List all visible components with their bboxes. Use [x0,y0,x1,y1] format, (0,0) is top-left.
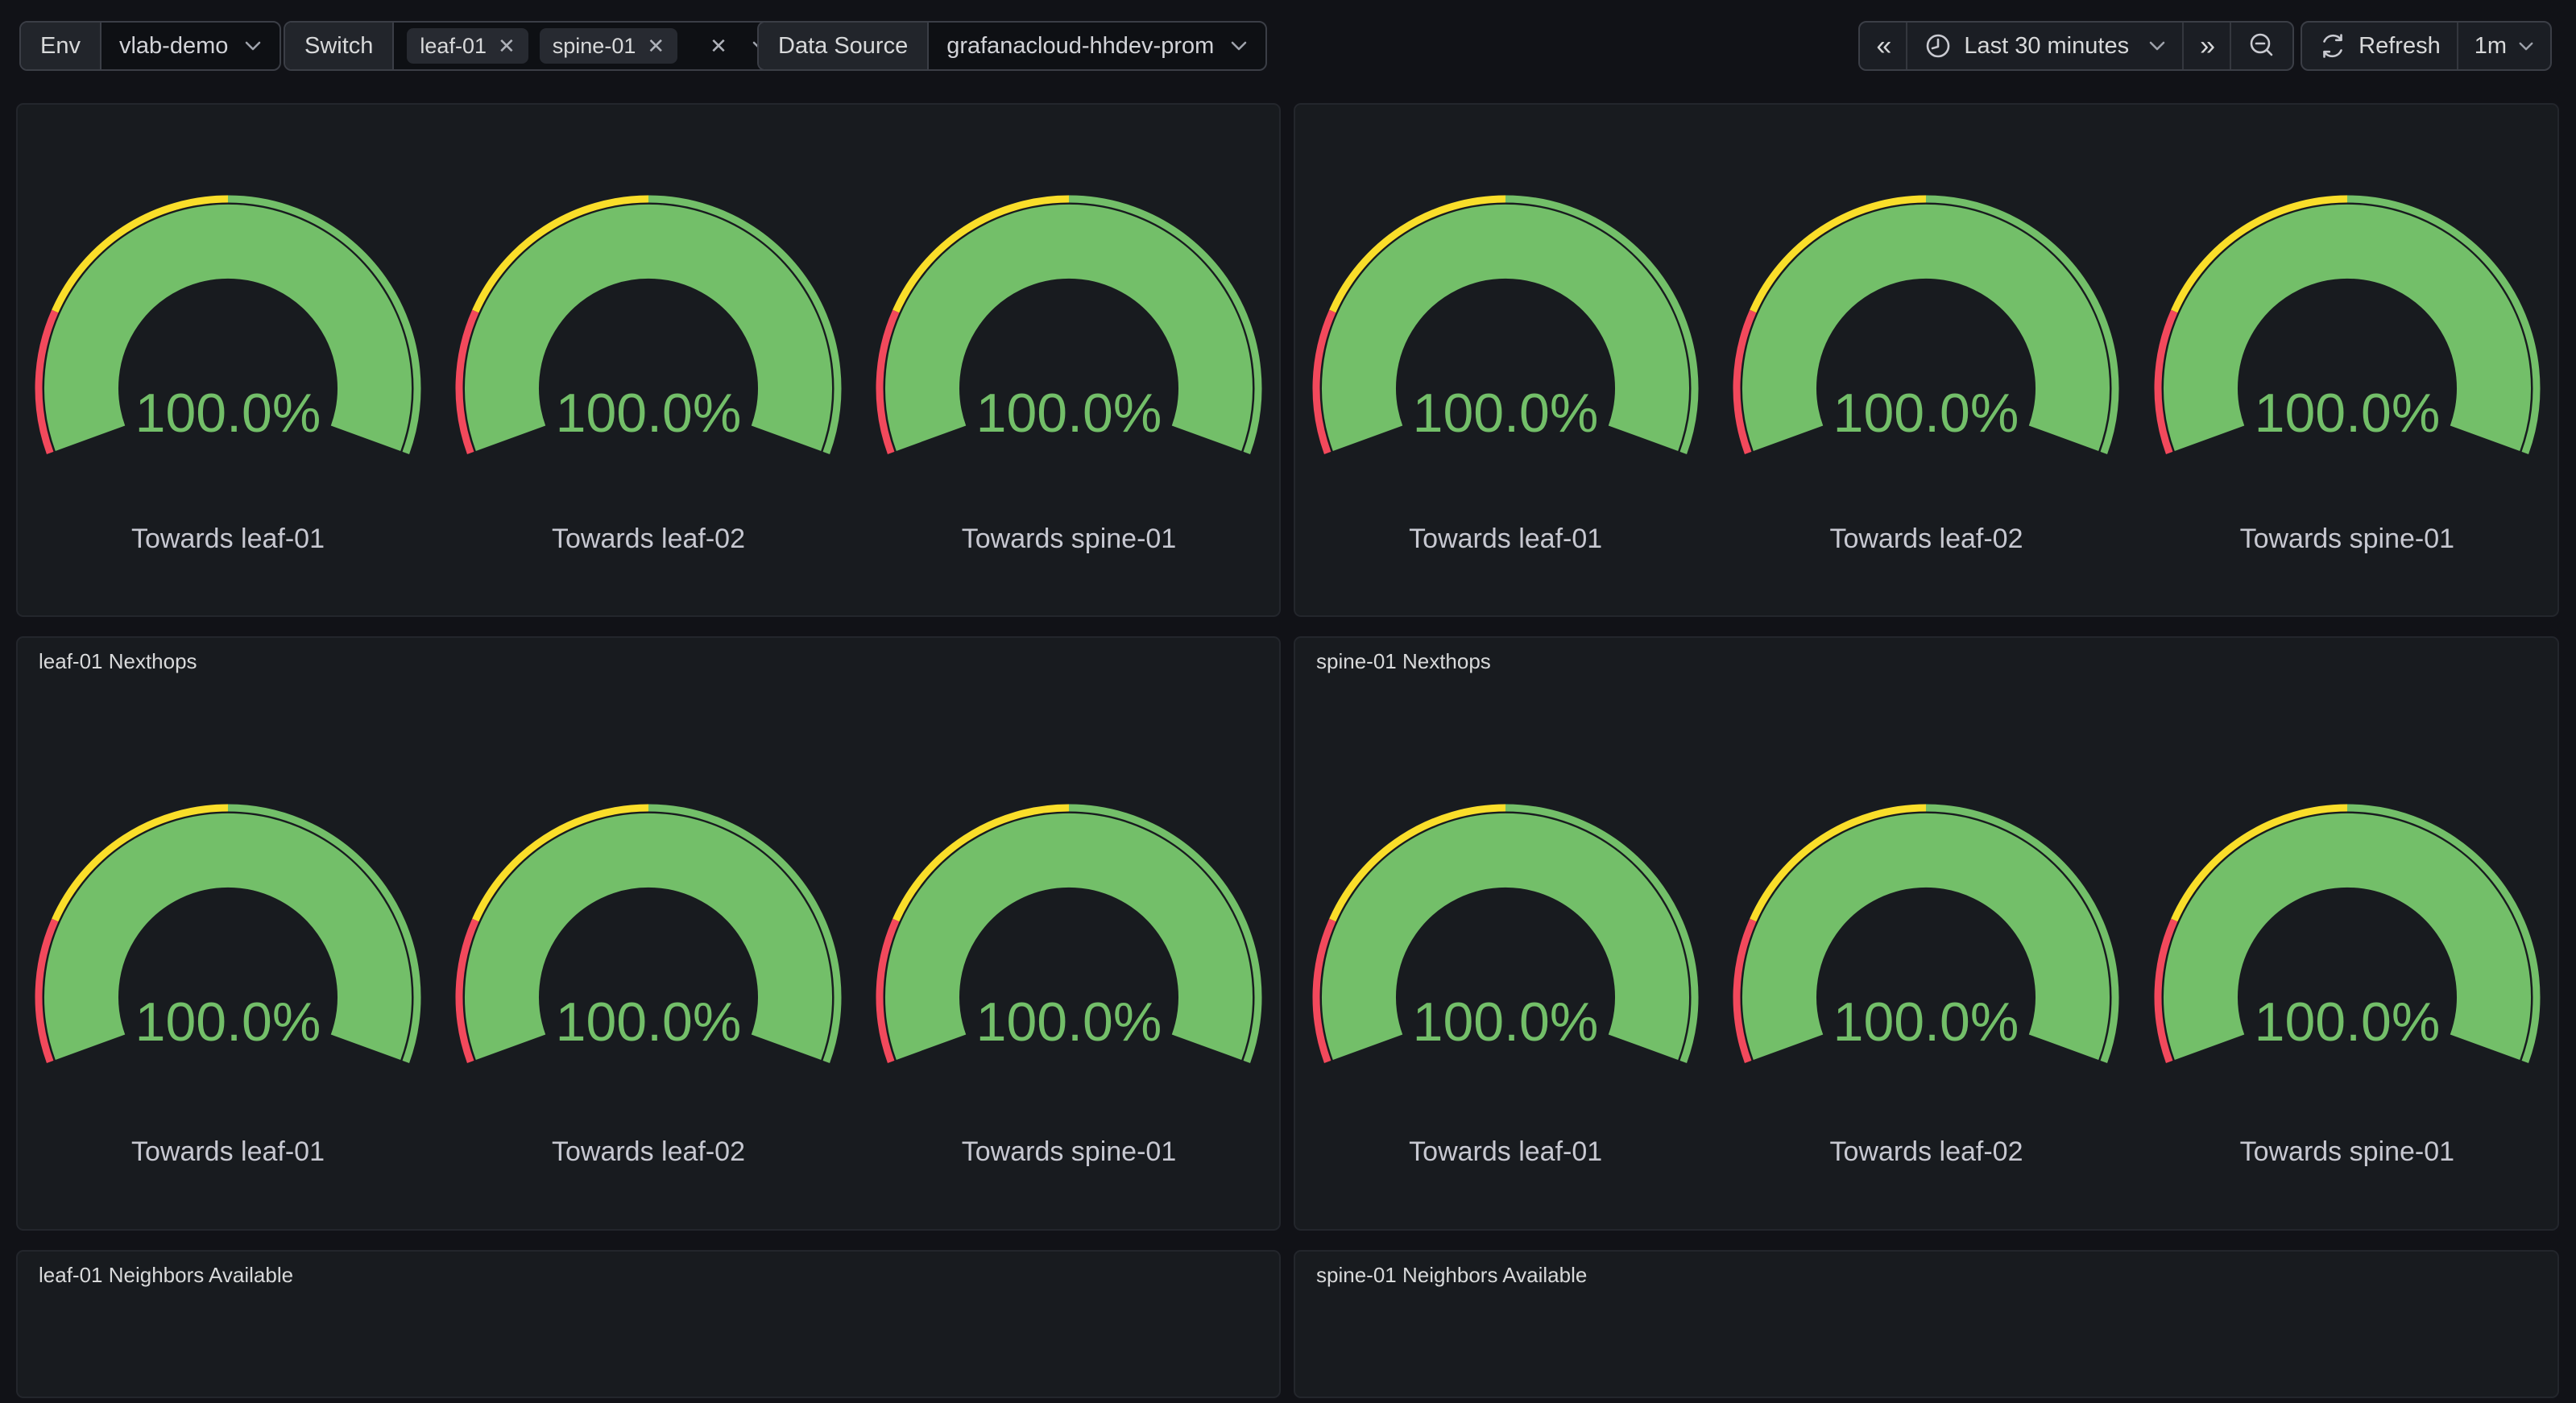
gauge-arc: 100.0% [1296,786,1715,1073]
variable-datasource: Data Source grafanacloud-hhdev-prom [757,21,1267,71]
gauge-label: Towards leaf-02 [1716,1134,2136,1169]
time-shift-forward-button[interactable]: » [2182,23,2230,69]
gauge: 100.0% Towards leaf-02 [1716,638,2136,1229]
gauge-arc: 100.0% [859,786,1278,1073]
gauge-arc: 100.0% [2138,177,2557,464]
gauge-arc: 100.0% [859,177,1278,464]
gauge-value: 100.0% [1833,383,2019,444]
gauge-value: 100.0% [1413,383,1599,444]
gauge: 100.0% Towards leaf-01 [1295,638,1716,1229]
gauge-arc: 100.0% [439,786,858,1073]
gauge-label: Towards leaf-01 [18,521,438,557]
zoom-out-time-button[interactable] [2230,23,2292,69]
gauge-row: 100.0% Towards leaf-01 100.0% Towards leaf-… [1295,105,2557,615]
panel-uplinks-right: 100.0% Towards leaf-01 100.0% Towards leaf-… [1294,103,2559,617]
switch-tags: leaf-01 ✕ spine-01 ✕ [394,23,690,69]
panel-spine01-nexthops: spine-01 Nexthops 100.0%Towards leaf-011… [1294,636,2559,1231]
gauge-value: 100.0% [976,991,1162,1053]
gauge-row: 100.0% Towards leaf-01 100.0% Towards leaf-… [1295,638,2557,1229]
clock-icon [1924,31,1953,60]
gauge-value: 100.0% [1833,991,2019,1053]
gauge-label: Towards leaf-01 [1295,521,1716,557]
panel-uplinks-left: 100.0% Towards leaf-01 100.0% Towards leaf-… [16,103,1281,617]
switch-label: Switch [285,23,394,69]
switch-tag-pill[interactable]: leaf-01 ✕ [407,28,528,64]
env-label: Env [21,23,101,69]
gauge-label: Towards spine-01 [859,521,1279,557]
time-range-picker[interactable]: Last 30 minutes [1906,23,2182,69]
refresh-button[interactable]: Refresh [2302,23,2457,69]
chevron-down-icon [1230,40,1248,52]
gauge-label: Towards leaf-02 [438,1134,859,1169]
env-select[interactable]: vlab-demo [101,23,280,69]
panel-title[interactable]: leaf-01 Neighbors Available [39,1263,293,1288]
gauge-label: Towards leaf-01 [18,1134,438,1169]
gauge-value: 100.0% [135,383,321,444]
datasource-label: Data Source [759,23,929,69]
gauge-value: 100.0% [2254,991,2440,1053]
grafana-dashboard: Env vlab-demo Switch leaf-01 ✕ spine-01 ✕ ✕… [0,0,2576,1403]
refresh-controls: Refresh 1m [2301,21,2552,71]
gauge-label: Towards spine-01 [2137,521,2557,557]
gauge-value: 100.0% [556,383,742,444]
env-value: vlab-demo [119,33,228,60]
variable-switch: Switch leaf-01 ✕ spine-01 ✕ ✕ [284,21,789,71]
switch-tag-pill[interactable]: spine-01 ✕ [540,28,677,64]
gauge-value: 100.0% [2254,383,2440,444]
gauge-value: 100.0% [976,383,1162,444]
gauge-value: 100.0% [1413,991,1599,1053]
time-shift-back-button[interactable]: « [1860,23,1906,69]
double-chevron-right-icon: » [2200,31,2214,62]
time-controls: « Last 30 minutes » [1858,21,2294,71]
refresh-interval-select[interactable]: 1m [2457,23,2550,69]
sync-icon [2318,31,2347,60]
gauge-label: Towards leaf-02 [438,521,859,557]
gauge-label: Towards leaf-02 [1716,521,2136,557]
chevron-down-icon [2518,41,2534,52]
panel-leaf01-neighbors: leaf-01 Neighbors Available [16,1250,1281,1398]
gauge-value: 100.0% [556,991,742,1053]
clear-all-x-icon[interactable]: ✕ [710,35,727,56]
remove-tag-x-icon[interactable]: ✕ [498,35,516,56]
gauge-arc: 100.0% [2138,786,2557,1073]
gauge: 100.0% Towards leaf-02 [1716,105,2136,615]
tag-label: spine-01 [553,34,636,59]
gauge-label: Towards leaf-01 [1295,1134,1716,1169]
refresh-label: Refresh [2359,33,2441,60]
gauge: 100.0% Towards spine-01 [2137,105,2557,615]
remove-tag-x-icon[interactable]: ✕ [647,35,665,56]
time-range-label: Last 30 minutes [1964,33,2129,60]
variable-env: Env vlab-demo [19,21,281,71]
gauge: 100.0% Towards leaf-02 [438,638,859,1229]
gauge-row: 100.0% Towards leaf-01 100.0% Towards leaf-… [18,105,1279,615]
gauge-arc: 100.0% [19,786,437,1073]
gauge: 100.0% Towards leaf-01 [18,105,438,615]
gauge: 100.0% Towards leaf-01 [18,638,438,1229]
gauge-arc: 100.0% [1296,177,1715,464]
panel-leaf01-nexthops: leaf-01 Nexthops 100.0%Towards leaf-0110… [16,636,1281,1231]
gauge: 100.0% Towards leaf-01 [1295,105,1716,615]
gauge-label: Towards spine-01 [859,1134,1279,1169]
gauge: 100.0% Towards spine-01 [2137,638,2557,1229]
gauge-label: Towards spine-01 [2137,1134,2557,1169]
gauge-arc: 100.0% [439,177,858,464]
gauge-value: 100.0% [135,991,321,1053]
magnifier-minus-icon [2247,31,2276,60]
chevron-down-icon [244,40,262,52]
panel-title[interactable]: spine-01 Neighbors Available [1316,1263,1587,1288]
gauge: 100.0% Towards spine-01 [859,638,1279,1229]
chevron-down-icon [2148,40,2166,52]
tag-label: leaf-01 [420,34,487,59]
refresh-interval-value: 1m [2475,33,2507,60]
gauge: 100.0% Towards spine-01 [859,105,1279,615]
panel-spine01-neighbors: spine-01 Neighbors Available [1294,1250,2559,1398]
datasource-select[interactable]: grafanacloud-hhdev-prom [929,23,1265,69]
gauge-arc: 100.0% [19,177,437,464]
datasource-value: grafanacloud-hhdev-prom [946,33,1214,60]
gauge-arc: 100.0% [1717,177,2135,464]
gauge: 100.0% Towards leaf-02 [438,105,859,615]
gauge-row: 100.0% Towards leaf-01 100.0% Towards leaf-… [18,638,1279,1229]
gauge-arc: 100.0% [1717,786,2135,1073]
double-chevron-left-icon: « [1876,31,1890,62]
